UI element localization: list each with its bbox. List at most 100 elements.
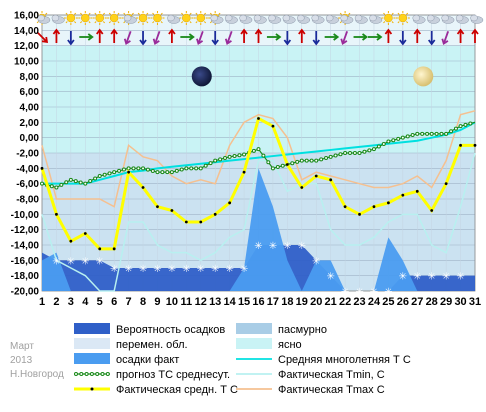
forecast-point [117, 168, 122, 173]
forecast-point [102, 172, 107, 177]
wind-arrow-icon [79, 33, 94, 41]
forecast-point [468, 121, 473, 126]
precip-marker: ✳ [442, 272, 450, 283]
fact-mean-point [55, 212, 58, 216]
forecast-point [64, 180, 69, 185]
cloud-puff [441, 14, 449, 22]
forecast-point [165, 170, 170, 175]
fact-mean-point [300, 186, 304, 189]
sun-ray [146, 12, 149, 15]
legend-swatch [236, 323, 272, 334]
x-tick-label: 29 [440, 296, 452, 308]
legend-label: Фактическая Tmax C [278, 384, 385, 396]
legend-label: Фактическая средн. Т С [116, 384, 238, 396]
sun-icon [150, 11, 165, 25]
sun-ray [65, 21, 68, 24]
cloud-icon [441, 14, 455, 24]
forecast-point [203, 163, 208, 168]
y-tick-label: 12,00 [14, 41, 39, 52]
cloud-icon [369, 14, 383, 24]
x-tick-label: 9 [154, 296, 160, 308]
sun-ray [209, 21, 213, 24]
sun-ray [102, 12, 106, 15]
forecast-point [357, 151, 362, 155]
forecast-point [381, 141, 386, 146]
fact-mean-point [415, 189, 419, 193]
y-tick-label: -14,00 [11, 241, 40, 252]
fact-mean-point [156, 205, 159, 209]
wind-head [427, 39, 436, 46]
forecast-point [290, 161, 295, 166]
wind-arrow-icon [254, 28, 263, 43]
wind-arrow-icon [196, 31, 204, 45]
precip-marker: ✳ [225, 264, 233, 275]
x-tick-label: 31 [469, 296, 481, 308]
x-tick-label: 13 [209, 296, 221, 308]
x-tick-label: 6 [111, 296, 117, 308]
sun-cloud-icon [338, 11, 354, 25]
forecast-point [155, 170, 160, 175]
precip-marker: ✳ [168, 264, 176, 275]
cloud-puff [167, 14, 175, 22]
sun-ray [88, 12, 91, 15]
forecast-point [333, 153, 338, 158]
x-tick-label: 27 [411, 296, 423, 308]
forecast-point [126, 166, 131, 171]
sun-cloud-icon [208, 11, 224, 25]
sun-ray [181, 12, 184, 15]
fact-mean-point [98, 247, 102, 251]
sun-ray [74, 21, 77, 24]
fact-mean-point [69, 239, 73, 243]
x-tick-label: 7 [126, 296, 132, 308]
precip-marker: ✳ [240, 264, 248, 275]
fact-mean-point [358, 212, 361, 216]
forecast-point [309, 158, 314, 163]
forecast-point [396, 136, 401, 141]
forecast-point [256, 147, 261, 152]
legend-label: осадки факт [116, 354, 179, 366]
legend-item: пасмурно [236, 323, 327, 336]
legend-item: ясно [236, 338, 302, 351]
y-tick-label: -20,00 [11, 287, 40, 298]
fact-mean-point [329, 178, 333, 182]
x-tick-label: 25 [382, 296, 394, 308]
sun-ray [45, 12, 48, 15]
wind-arrow-icon [427, 31, 436, 46]
cloud-icon [470, 14, 484, 24]
x-tick-label: 17 [267, 296, 279, 308]
forecast-point [227, 154, 232, 159]
wind-head [283, 39, 292, 46]
sun-ray [152, 21, 155, 24]
legend-label: Фактическая Tmin, С [278, 369, 385, 381]
x-tick-label: 22 [339, 296, 351, 308]
forecast-point [223, 156, 228, 161]
sun-ray [108, 12, 111, 15]
wind-arrow-icon [37, 32, 49, 44]
sun-ray [397, 12, 400, 15]
wind-arrow-icon [67, 31, 75, 46]
forecast-point [218, 157, 223, 162]
x-tick-label: 30 [454, 296, 466, 308]
forecast-point [266, 160, 271, 165]
x-tick-label: 21 [325, 296, 337, 308]
sun-ray [203, 12, 207, 15]
sun-ray [160, 12, 163, 15]
sun-ray [218, 12, 221, 15]
forecast-point [88, 179, 93, 184]
forecast-point [198, 166, 203, 171]
forecast-point [299, 158, 304, 163]
cloud-puff [210, 14, 218, 22]
sun-shape [109, 13, 119, 23]
precip-marker: ✳ [96, 256, 104, 267]
sun-ray [137, 12, 140, 15]
forecast-point [415, 131, 420, 136]
sun-ray [79, 12, 83, 15]
sun-ray [203, 21, 207, 24]
y-tick-label: 16,00 [14, 11, 39, 22]
precip-marker: ✳ [384, 287, 392, 298]
wind-arrow-icon [180, 33, 195, 41]
wind-head [240, 28, 248, 35]
sun-icon [92, 11, 107, 25]
fact-mean-point [228, 201, 232, 205]
